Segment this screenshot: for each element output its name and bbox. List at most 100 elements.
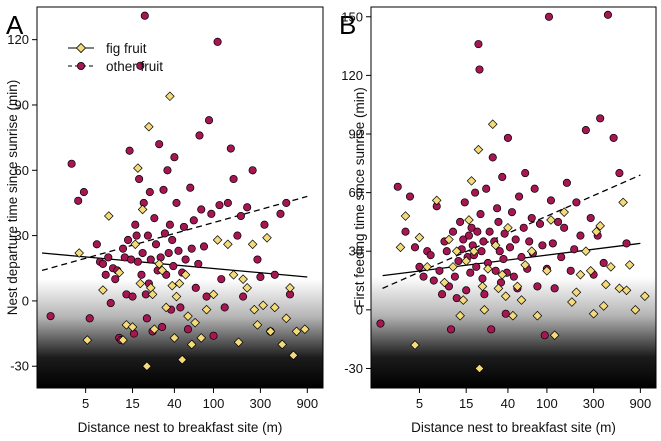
point-other-fruit <box>270 270 279 279</box>
panel-b-frame <box>370 6 657 389</box>
point-other-fruit <box>609 133 618 142</box>
point-other-fruit <box>139 198 148 207</box>
point-other-fruit <box>599 258 608 268</box>
point-fig-fruit <box>493 283 504 294</box>
point-fig-fruit <box>258 300 268 311</box>
point-other-fruit <box>199 242 209 251</box>
panel-b-trend-lines <box>382 174 641 289</box>
point-other-fruit <box>533 282 542 291</box>
point-other-fruit <box>85 314 94 323</box>
x-tick-label: 40 <box>501 396 515 411</box>
point-fig-fruit <box>154 259 164 269</box>
point-other-fruit <box>260 220 269 229</box>
point-other-fruit <box>410 243 420 252</box>
y-tick-label: 120 <box>341 68 363 83</box>
point-other-fruit <box>493 204 502 213</box>
panel-a-y-ticks: -30 0 30 60 90 120 <box>7 32 37 374</box>
point-other-fruit <box>393 182 402 191</box>
panel-a-x-ticks: 5 15 40 100 300 900 <box>82 388 318 411</box>
y-tick-label: -30 <box>10 359 29 374</box>
point-fig-fruit <box>127 322 138 332</box>
point-fig-fruit <box>546 215 556 225</box>
point-other-fruit <box>450 272 459 281</box>
point-fig-fruit <box>300 324 310 335</box>
point-fig-fruit <box>265 326 276 337</box>
point-fig-fruit <box>98 285 108 295</box>
point-fig-fruit <box>621 285 632 296</box>
point-other-fruit <box>560 223 569 232</box>
point-other-fruit <box>482 184 491 193</box>
trend-line-other-fruit <box>41 195 308 272</box>
point-other-fruit <box>530 184 539 193</box>
y-tick-label: 30 <box>349 244 363 259</box>
point-fig-fruit <box>212 235 223 245</box>
point-fig-fruit <box>455 310 465 321</box>
point-other-fruit <box>525 237 534 246</box>
point-other-fruit <box>488 153 497 162</box>
panel-a-points <box>46 11 310 372</box>
point-fig-fruit <box>487 119 498 130</box>
point-other-fruit <box>189 216 198 225</box>
point-other-fruit <box>471 188 480 197</box>
point-other-fruit <box>456 217 465 226</box>
point-other-fruit <box>111 275 120 284</box>
point-fig-fruit <box>542 265 552 276</box>
point-other-fruit <box>138 248 147 258</box>
point-other-fruit <box>550 284 559 293</box>
point-other-fruit <box>104 253 113 262</box>
point-other-fruit <box>487 325 496 334</box>
point-other-fruit <box>150 214 159 223</box>
point-other-fruit <box>437 290 447 299</box>
point-other-fruit <box>183 325 193 334</box>
point-other-fruit <box>159 185 168 194</box>
point-other-fruit <box>459 235 468 244</box>
point-other-fruit <box>462 286 471 295</box>
point-other-fruit <box>101 270 110 279</box>
point-other-fruit <box>446 325 456 334</box>
point-other-fruit <box>163 166 172 175</box>
point-other-fruit <box>143 231 152 240</box>
point-other-fruit <box>475 65 484 74</box>
point-other-fruit <box>106 299 115 308</box>
point-other-fruit <box>195 131 204 140</box>
point-fig-fruit <box>196 333 207 343</box>
point-other-fruit <box>145 188 154 197</box>
point-fig-fruit <box>581 246 591 257</box>
point-fig-fruit <box>469 246 479 257</box>
point-other-fruit <box>67 159 76 168</box>
point-fig-fruit <box>144 121 154 132</box>
point-other-fruit <box>454 256 463 266</box>
trend-line-other-fruit <box>382 174 641 289</box>
point-other-fruit <box>179 222 188 231</box>
point-other-fruit <box>540 331 549 340</box>
point-fig-fruit <box>559 207 569 217</box>
point-fig-fruit <box>431 195 442 206</box>
point-other-fruit <box>276 209 285 218</box>
point-other-fruit <box>581 126 590 135</box>
y-tick-label: 60 <box>15 163 29 178</box>
point-fig-fruit <box>269 302 280 313</box>
y-tick-label: 30 <box>15 228 29 243</box>
panel-b-letter: B <box>339 10 356 40</box>
x-tick-label: 900 <box>296 396 318 411</box>
point-other-fruit <box>507 208 517 217</box>
point-fig-fruit <box>208 289 219 300</box>
point-other-fruit <box>519 223 528 232</box>
point-other-fruit <box>405 192 415 201</box>
point-fig-fruit <box>448 262 458 272</box>
point-fig-fruit <box>165 91 175 102</box>
point-other-fruit <box>207 209 216 218</box>
point-fig-fruit <box>532 310 543 321</box>
point-other-fruit <box>155 140 164 149</box>
point-other-fruit <box>128 292 137 301</box>
point-fig-fruit <box>571 287 582 298</box>
point-other-fruit <box>603 10 612 19</box>
point-other-fruit <box>485 227 494 236</box>
point-fig-fruit <box>133 163 143 173</box>
point-other-fruit <box>191 283 200 292</box>
point-fig-fruit <box>500 291 511 301</box>
y-tick-label: 120 <box>7 32 29 47</box>
point-fig-fruit <box>252 320 263 330</box>
point-fig-fruit <box>130 239 141 250</box>
point-other-fruit <box>129 329 138 338</box>
